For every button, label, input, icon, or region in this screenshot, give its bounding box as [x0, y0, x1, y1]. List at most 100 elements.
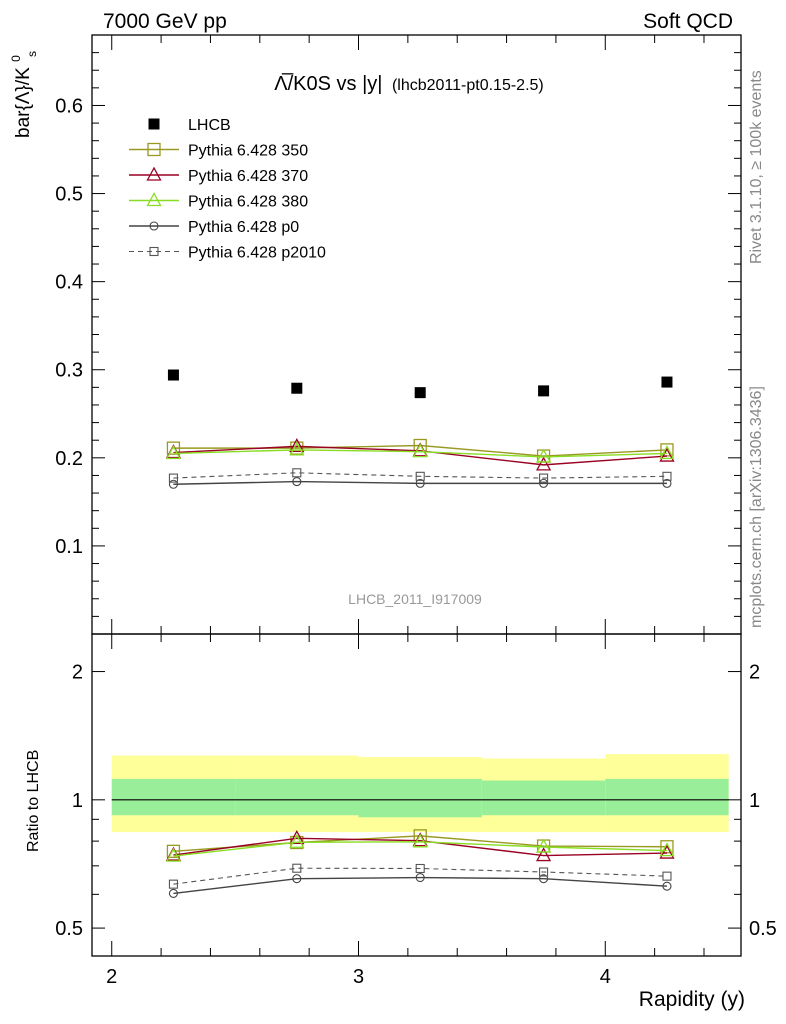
xtick-label: 4 [600, 966, 611, 988]
series-line-pythia-6-428-370 [173, 445, 668, 466]
point-pythia-6-428-380-1 [289, 441, 305, 456]
point-pythia-6-428-p0-1 [292, 477, 302, 487]
mcplots-label: mcplots.cern.ch [arXiv:1306.3436] [748, 386, 765, 628]
point-lhcb-2 [414, 387, 426, 399]
ratio-point-pythia-6-428-p0-1 [292, 874, 302, 884]
point-pythia-6-428-380-4 [659, 445, 675, 460]
point-lhcb-4 [661, 376, 673, 388]
ratio-point-pythia-6-428-p0-3 [539, 874, 549, 884]
main-ytick-label: 0.6 [55, 95, 83, 117]
ratio-point-pythia-6-428-370-1 [289, 829, 305, 845]
ratio-point-pythia-6-428-370-3 [535, 847, 552, 862]
header-right: Soft QCD [643, 10, 733, 33]
point-pythia-6-428-380-0 [165, 445, 182, 460]
point-pythia-6-428-370-3 [535, 456, 552, 471]
ratio-ylabel: Ratio to LHCB [25, 750, 42, 852]
ratio-point-pythia-6-428-p0-2 [415, 873, 425, 883]
series-line-pythia-6-428-380 [173, 449, 667, 458]
legend-label-pythia-6-428-350: Pythia 6.428 350 [188, 143, 308, 160]
ratio-frame [91, 633, 742, 957]
main-title: Λ̅/K0S vs |y| (lhcb2011-pt0.15-2.5) [274, 72, 543, 95]
main-ylabel-sub: s [25, 51, 39, 57]
point-pythia-6-428-p0-4 [662, 478, 672, 488]
point-pythia-6-428-350-0 [166, 441, 181, 455]
main-ytick-label: 0.2 [55, 448, 83, 470]
point-pythia-6-428-p2010-3 [539, 473, 549, 483]
point-lhcb-3 [538, 385, 550, 397]
xtick-label: 2 [106, 966, 117, 988]
ratio-line-pythia-6-428-380 [173, 841, 667, 857]
ratio-line-pythia-6-428-370 [173, 837, 667, 857]
legend-label-pythia-6-428-p2010: Pythia 6.428 p2010 [188, 245, 326, 262]
legend-marker-pythia-6-428-p0 [149, 221, 159, 231]
point-pythia-6-428-350-4 [660, 443, 674, 457]
main-ytick-label: 0.3 [55, 360, 83, 382]
point-pythia-6-428-p2010-1 [292, 468, 302, 478]
uncertainty-band-green [235, 778, 359, 816]
rivet-label: Rivet 3.1.10, ≥ 100k events [748, 70, 765, 264]
main-ytick-label: 0.1 [55, 536, 83, 558]
legend-marker-pythia-6-428-370 [146, 166, 162, 181]
header-left: 7000 GeV pp [103, 10, 227, 33]
ratio-point-pythia-6-428-p2010-4 [662, 871, 672, 881]
point-pythia-6-428-p0-0 [168, 479, 178, 489]
legend-label-lhcb: LHCB [188, 117, 231, 134]
point-pythia-6-428-p2010-4 [662, 471, 672, 481]
main-title-main: Λ̅/K0S vs |y| [274, 72, 382, 95]
xlabel: Rapidity (y) [639, 988, 745, 1011]
xtick-label: 3 [353, 966, 364, 988]
legend-marker-pythia-6-428-350 [147, 142, 161, 157]
legend-label-pythia-6-428-p0: Pythia 6.428 p0 [188, 219, 299, 236]
uncertainty-band-green [481, 780, 606, 816]
watermark: LHCB_2011_I917009 [348, 591, 482, 607]
point-lhcb-1 [291, 382, 303, 394]
main-ylabel-sup: 0 [9, 55, 23, 62]
point-pythia-6-428-p2010-2 [415, 471, 425, 481]
ratio-point-pythia-6-428-p0-0 [168, 888, 178, 898]
ratio-ytick-label: 1 [72, 790, 83, 812]
ratio-point-pythia-6-428-p2010-1 [292, 863, 302, 873]
ratio-point-pythia-6-428-p0-4 [662, 881, 672, 891]
main-ylabel: bar{Λ}/K 0 s [4, 50, 39, 138]
ratio-ytick-label: 2 [72, 662, 83, 684]
ratio-ytick-label-right: 1 [749, 790, 760, 812]
legend-marker-pythia-6-428-p2010 [149, 246, 159, 257]
ratio-point-pythia-6-428-380-4 [659, 842, 675, 857]
main-ytick-label: 0.5 [55, 184, 83, 206]
ratio-ytick-label: 0.5 [55, 918, 83, 940]
legend-label-pythia-6-428-370: Pythia 6.428 370 [188, 168, 308, 185]
ratio-point-pythia-6-428-380-3 [535, 838, 552, 853]
ratio-point-pythia-6-428-350-4 [660, 840, 674, 854]
ratio-line-pythia-6-428-p0 [173, 876, 668, 895]
ratio-point-pythia-6-428-350-0 [166, 844, 181, 858]
main-ylabel-text: bar{Λ}/K [13, 67, 34, 138]
series-line-pythia-6-428-p0 [173, 480, 667, 485]
legend: LHCB Pythia 6.428 350 Pythia 6.428 370 Pyth… [129, 117, 326, 262]
point-pythia-6-428-p2010-0 [168, 473, 178, 483]
ratio-point-pythia-6-428-p2010-3 [539, 867, 549, 877]
ratio-ytick-label-right: 0.5 [749, 918, 777, 940]
uncertainty-band-green [111, 778, 236, 816]
point-pythia-6-428-370-1 [289, 438, 305, 453]
uncertainty-band-green [358, 778, 482, 818]
ratio-point-pythia-6-428-p2010-2 [415, 863, 425, 874]
point-pythia-6-428-p0-2 [415, 478, 425, 488]
main-title-sub: (lhcb2011-pt0.15-2.5) [392, 77, 544, 94]
legend-label-pythia-6-428-380: Pythia 6.428 380 [188, 194, 308, 211]
ratio-line-pythia-6-428-p2010 [173, 867, 667, 885]
ratio-ytick-label-right: 2 [749, 662, 760, 684]
ratio-panel: 0.5 0.5 1 1 2 2 2 3 4 Ratio to LHCB Rapidity (y) [25, 633, 777, 1011]
uncertainty-band-green [605, 778, 729, 816]
point-pythia-6-428-380-3 [535, 448, 552, 463]
legend-marker-lhcb [148, 118, 160, 130]
ratio-point-pythia-6-428-380-0 [165, 847, 182, 862]
point-pythia-6-428-p0-3 [539, 478, 549, 488]
ratio-point-pythia-6-428-p2010-0 [168, 879, 178, 889]
point-pythia-6-428-380-2 [412, 443, 428, 458]
point-lhcb-0 [167, 369, 179, 381]
point-pythia-6-428-370-4 [659, 447, 675, 462]
legend-marker-pythia-6-428-380 [146, 192, 162, 207]
main-panel: 0.1 0.2 0.3 0.4 0.5 0.6 LHCB_2011_I917009 Λ̅/… [4, 34, 742, 635]
ratio-point-pythia-6-428-380-1 [289, 833, 305, 848]
